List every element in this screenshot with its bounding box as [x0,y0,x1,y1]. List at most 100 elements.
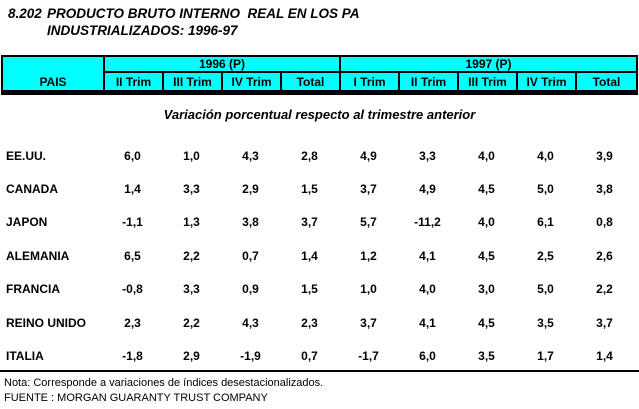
table-row: EE.UU. 6,0 1,0 4,3 2,8 4,9 3,3 4,0 4,0 3… [1,139,638,172]
value-cell: 2,9 [242,182,259,197]
column-header-1997-total: Total [592,74,621,89]
value-cell: 1,4 [124,182,141,197]
country-label: EE.UU. [6,148,47,163]
value-cell: 4,1 [419,315,436,330]
value-cell: 2,3 [301,315,318,330]
column-header-1997-iv-trim: IV Trim [518,73,577,90]
value-cell: 4,5 [478,315,495,330]
note-text: Nota: Corresponde a variaciones de índic… [4,377,324,389]
value-cell: 1,7 [537,349,554,364]
country-label: CANADA [6,182,58,197]
value-cell: 3,3 [183,182,200,197]
table-row: ITALIA -1,8 2,9 -1,9 0,7 -1,7 6,0 3,5 1,… [1,339,638,372]
value-cell: 3,7 [301,215,318,230]
column-header-1997-ii-trim: II Trim [400,73,459,90]
value-cell: 2,3 [124,315,141,330]
column-header-1996-ii-trim: II Trim [105,73,164,90]
value-cell: 1,4 [301,248,318,263]
value-cell: 4,9 [360,148,377,163]
title-index: 8.202 [8,6,42,21]
value-cell: 4,1 [419,248,436,263]
table-header: PAIS 1996 (P) 1997 (P) II Trim III Trim … [1,55,638,95]
footer-divider [0,370,639,372]
value-cell: 2,8 [301,148,318,163]
country-label: REINO UNIDO [6,315,87,330]
value-cell: 3,9 [596,148,613,163]
country-label: JAPON [6,215,48,230]
table-row: REINO UNIDO 2,3 2,2 4,3 2,3 3,7 4,1 4,5 … [1,306,638,339]
column-header-1997-iii-trim: III Trim [459,73,518,90]
value-cell: 1,3 [183,215,200,230]
title-lines: PRODUCTO BRUTO INTERNO REAL EN LOS PA IN… [47,5,360,39]
value-cell: 3,5 [478,349,495,364]
value-cell: 0,9 [242,282,259,297]
value-cell: 3,0 [478,282,495,297]
value-cell: 1,2 [360,248,377,263]
value-cell: 3,3 [183,282,200,297]
value-cell: 1,0 [360,282,377,297]
value-cell: -1,7 [358,349,379,364]
group-header-1996: 1996 (P) [105,57,341,73]
column-header-1996-iii-trim: III Trim [164,73,223,90]
table-body: EE.UU. 6,0 1,0 4,3 2,8 4,9 3,3 4,0 4,0 3… [1,139,638,373]
value-cell: 4,0 [478,148,495,163]
value-cell: 1,0 [183,148,200,163]
value-cell: 2,5 [537,248,554,263]
value-cell: 6,0 [124,148,141,163]
value-cell: 1,5 [301,282,318,297]
value-cell: 6,0 [419,349,436,364]
table-row: ALEMANIA 6,5 2,2 0,7 1,4 1,2 4,1 4,5 2,5… [1,239,638,272]
value-cell: -1,1 [122,215,143,230]
value-cell: 0,7 [301,349,318,364]
value-cell: 4,3 [242,315,259,330]
value-cell: 5,0 [537,282,554,297]
column-header-1997-i-trim: I Trim [341,73,400,90]
value-cell: 5,7 [360,215,377,230]
column-header-1996-total: Total [282,73,341,90]
value-cell: 4,0 [478,215,495,230]
value-cell: 4,9 [419,182,436,197]
value-cell: 4,5 [478,182,495,197]
column-header-pais: PAIS [3,57,105,90]
value-cell: 5,0 [537,182,554,197]
group-header-1997: 1997 (P) [341,57,636,73]
value-cell: 4,0 [419,282,436,297]
title-line2: INDUSTRIALIZADOS: 1996-97 [47,23,238,38]
value-cell: 0,8 [596,215,613,230]
table-row: FRANCIA -0,8 3,3 0,9 1,5 1,0 4,0 3,0 5,0… [1,273,638,306]
column-header-1996-iv-trim: IV Trim [223,73,282,90]
value-cell: 6,1 [537,215,554,230]
value-cell: 2,2 [183,315,200,330]
country-label: FRANCIA [6,282,60,297]
value-cell: 3,5 [537,315,554,330]
table-row: JAPON -1,1 1,3 3,8 3,7 5,7 -11,2 4,0 6,1… [1,206,638,239]
value-cell: 4,3 [242,148,259,163]
table-row: CANADA 1,4 3,3 2,9 1,5 3,7 4,9 4,5 5,0 3… [1,172,638,205]
country-label: ITALIA [6,349,44,364]
value-cell: 6,5 [124,248,141,263]
source-text: FUENTE : MORGAN GUARANTY TRUST COMPANY [4,392,268,404]
value-cell: 3,7 [360,182,377,197]
value-cell: 1,4 [596,349,613,364]
value-cell: 4,5 [478,248,495,263]
table-subtitle: Variación porcentual respecto al trimest… [163,107,476,122]
value-cell: 3,8 [596,182,613,197]
value-cell: 1,5 [301,182,318,197]
country-label: ALEMANIA [6,248,70,263]
value-cell: 3,7 [360,315,377,330]
value-cell: 3,3 [419,148,436,163]
value-cell: -0,8 [122,282,143,297]
value-cell: 2,2 [183,248,200,263]
value-cell: 3,8 [242,215,259,230]
title-line1: PRODUCTO BRUTO INTERNO REAL EN LOS PA [47,6,360,21]
value-cell: -11,2 [414,215,441,230]
value-cell: 2,9 [183,349,200,364]
page-title: 8.202 PRODUCTO BRUTO INTERNO REAL EN LOS… [8,5,360,39]
value-cell: 2,2 [596,282,613,297]
value-cell: 3,7 [596,315,613,330]
value-cell: -1,8 [122,349,143,364]
value-cell: 0,7 [242,248,259,263]
value-cell: 4,0 [537,148,554,163]
value-cell: -1,9 [240,349,261,364]
